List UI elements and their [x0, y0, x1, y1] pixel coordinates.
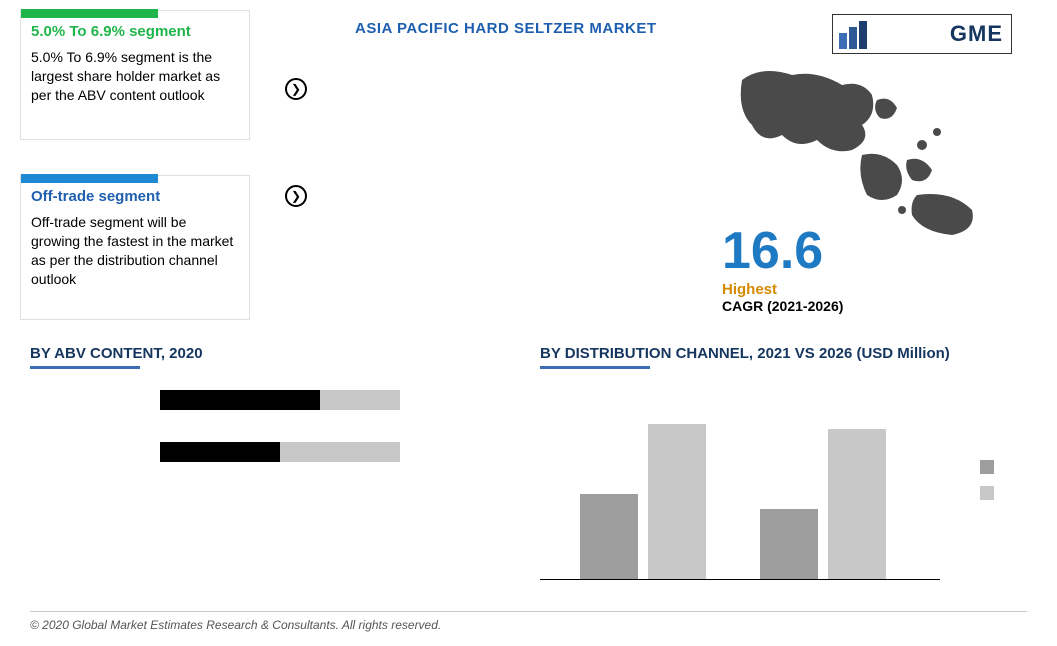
- callout-abv-segment: 5.0% To 6.9% segment 5.0% To 6.9% segmen…: [20, 10, 250, 140]
- vbar-group: [760, 429, 886, 579]
- vbar-2021: [760, 509, 818, 579]
- hbar-fill: [160, 390, 320, 410]
- bullet-item-1: ❯: [285, 78, 317, 100]
- infographic-root: GME 5.0% To 6.9% segment 5.0% To 6.9% se…: [0, 0, 1057, 646]
- callout-accent-bar: [21, 9, 158, 18]
- vbar-plot: [540, 390, 940, 580]
- chevron-right-icon: ❯: [285, 185, 307, 207]
- hbar-track: [280, 442, 400, 462]
- vbar-2026: [648, 424, 706, 579]
- hbar-track: [320, 390, 400, 410]
- cagr-range-label: CAGR (2021-2026): [722, 298, 1012, 314]
- vbar-legend: [980, 460, 1000, 500]
- cagr-region-panel: 16.6 Highest CAGR (2021-2026): [722, 60, 1012, 314]
- callout-title: 5.0% To 6.9% segment: [31, 23, 239, 40]
- callout-body: 5.0% To 6.9% segment is the largest shar…: [31, 48, 239, 105]
- abv-section-header: BY ABV CONTENT, 2020: [30, 345, 203, 369]
- chevron-right-icon: ❯: [285, 78, 307, 100]
- header-underline: [540, 366, 650, 369]
- callout-body: Off-trade segment will be growing the fa…: [31, 213, 239, 289]
- callout-title: Off-trade segment: [31, 188, 239, 205]
- header-underline: [30, 366, 140, 369]
- legend-item: [980, 460, 1000, 474]
- logo-text: GME: [950, 21, 1003, 47]
- legend-swatch: [980, 486, 994, 500]
- hbar-fill: [160, 442, 280, 462]
- gme-logo: GME: [832, 14, 1012, 54]
- legend-swatch: [980, 460, 994, 474]
- dist-grouped-bar-chart: [540, 390, 960, 580]
- abv-horizontal-bar-chart: [160, 390, 420, 494]
- vbar-group: [580, 424, 706, 579]
- bullet-item-2: ❯: [285, 185, 317, 207]
- copyright-footer: © 2020 Global Market Estimates Research …: [30, 611, 1027, 632]
- vbar-2026: [828, 429, 886, 579]
- hbar-row: [160, 442, 420, 462]
- logo-bars-icon: [839, 19, 873, 49]
- abv-header-text: BY ABV CONTENT, 2020: [30, 345, 203, 362]
- legend-item: [980, 486, 1000, 500]
- page-title: ASIA PACIFIC HARD SELTZER MARKET: [355, 20, 657, 37]
- dist-section-header: BY DISTRIBUTION CHANNEL, 2021 VS 2026 (U…: [540, 345, 950, 369]
- cagr-highest-label: Highest: [722, 281, 1012, 298]
- callout-offtrade-segment: Off-trade segment Off-trade segment will…: [20, 175, 250, 320]
- asia-pacific-map-icon: [722, 60, 992, 240]
- hbar-row: [160, 390, 420, 410]
- dist-header-text: BY DISTRIBUTION CHANNEL, 2021 VS 2026 (U…: [540, 345, 950, 362]
- vbar-2021: [580, 494, 638, 579]
- callout-accent-bar: [21, 174, 158, 183]
